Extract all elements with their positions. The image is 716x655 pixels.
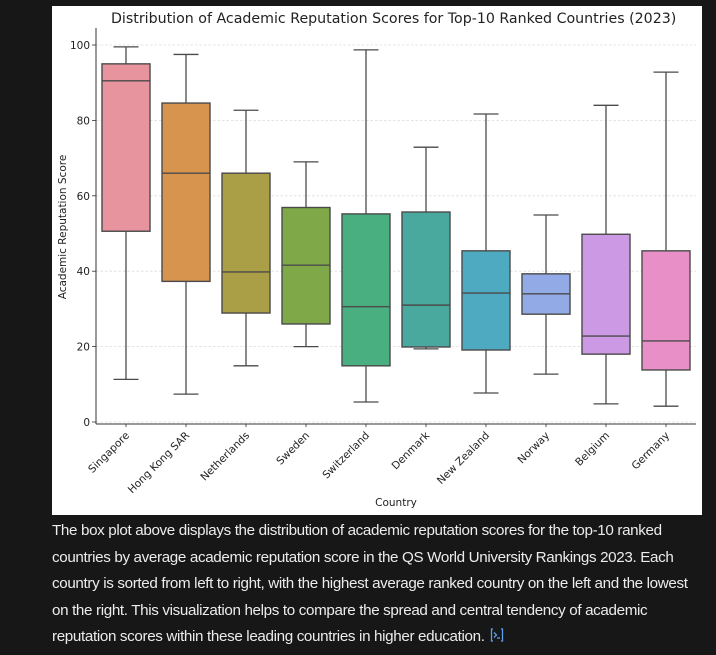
box-netherlands	[221, 109, 271, 367]
iqr-box	[581, 233, 631, 355]
x-tick-label: Hong Kong SAR	[126, 430, 192, 496]
boxes	[101, 46, 691, 407]
caption-text: The box plot above displays the distribu…	[52, 522, 688, 645]
chart-image: 0 20 40 60 80 100 Singapore Hong Kong SAR Nethe…	[52, 6, 702, 515]
x-tick-label: Sweden	[274, 430, 312, 468]
box-germany	[641, 71, 691, 407]
y-tick-label: 0	[83, 417, 90, 429]
x-tick-label: Singapore	[86, 430, 132, 476]
y-tick-label: 80	[77, 115, 90, 127]
box-switzerland	[341, 49, 391, 403]
x-tick-label: Belgium	[573, 430, 612, 469]
x-tick-label: Germany	[630, 430, 673, 473]
y-ticks: 0 20 40 60 80 100	[70, 40, 96, 429]
x-tick-label: Norway	[515, 430, 552, 467]
x-tick-label: Netherlands	[198, 430, 252, 484]
y-tick-label: 40	[77, 266, 90, 278]
iqr-box	[101, 63, 151, 232]
box-belgium	[581, 104, 631, 405]
iqr-box	[161, 102, 211, 283]
y-axis-label: Academic Reputation Score	[57, 155, 69, 300]
x-tick-label: Denmark	[390, 429, 433, 472]
y-tick-label: 100	[70, 40, 90, 52]
iqr-box	[341, 213, 391, 367]
x-axis-label: Country	[375, 497, 417, 509]
axes	[95, 28, 696, 425]
box-norway	[521, 214, 571, 375]
response-caption: The box plot above displays the distribu…	[52, 518, 702, 653]
iqr-box	[641, 250, 691, 371]
box-new-zealand	[461, 113, 511, 394]
iqr-box	[461, 250, 511, 351]
box-sweden	[281, 161, 331, 348]
box-hong-kong-sar	[161, 53, 211, 395]
y-tick-label: 60	[77, 191, 90, 203]
x-tick-label: New Zealand	[435, 430, 492, 487]
code-terminal-icon[interactable]	[489, 626, 505, 653]
box-singapore	[101, 46, 151, 381]
x-tick-label: Switzerland	[320, 430, 372, 482]
iqr-box	[221, 172, 271, 314]
box-denmark	[401, 146, 451, 350]
chart-title: Distribution of Academic Reputation Scor…	[111, 11, 676, 27]
y-tick-label: 20	[77, 342, 90, 354]
iqr-box	[401, 211, 451, 348]
